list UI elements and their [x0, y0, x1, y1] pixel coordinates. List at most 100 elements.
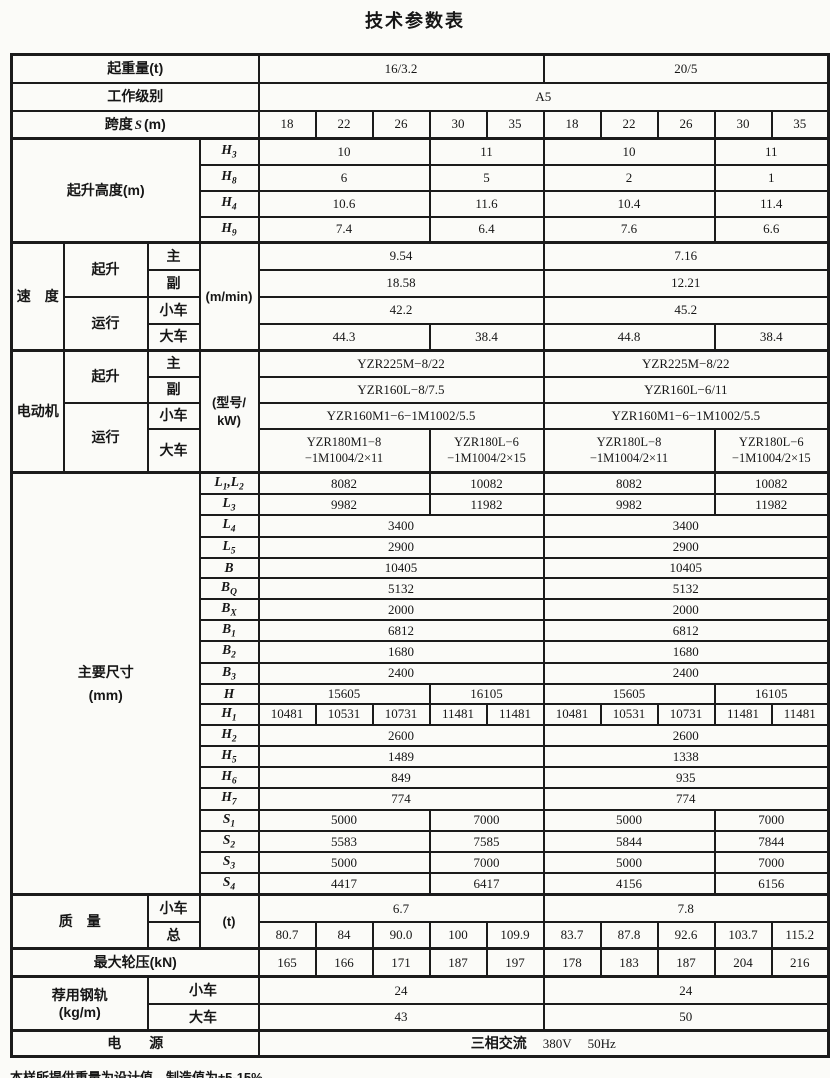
rail-value: 24 — [257, 975, 545, 1005]
motor-value: YZR180L−6 −1M1004/2×15 — [713, 427, 830, 474]
motor-model-line: −1M1004/2×11 — [304, 451, 384, 466]
lift-value: 7.4 — [257, 215, 431, 244]
dim-value: 6156 — [713, 872, 830, 896]
lift-value: 2 — [542, 163, 716, 192]
dim-value: 6417 — [428, 872, 545, 896]
mass-value: 7.8 — [542, 893, 830, 923]
dim-var-label: H6 — [198, 766, 260, 790]
dim-value: 8082 — [257, 471, 431, 496]
dim-var-label: S3 — [198, 850, 260, 875]
span-value: 18 — [542, 109, 602, 140]
dim-value: 2900 — [257, 535, 545, 559]
dim-var-label: H — [198, 682, 260, 705]
dim-var-label: B — [198, 556, 260, 579]
wheel-load-label: 最大轮压(kN) — [10, 947, 260, 978]
dim-var-label: H1 — [198, 702, 260, 726]
lift-value: 5 — [428, 163, 545, 192]
dim-value: 2000 — [257, 597, 545, 622]
motor-item-label: 大车 — [146, 427, 201, 474]
lift-var-label: H3 — [198, 137, 260, 166]
dim-value: 774 — [257, 787, 545, 811]
power-value-frequency: 50Hz — [587, 1036, 616, 1052]
page-title: 技术参数表 — [365, 11, 465, 31]
var-sub: 1 — [230, 819, 236, 830]
dim-value: 9982 — [257, 493, 431, 517]
dim-var-label: L1,L2 — [198, 471, 260, 496]
dim-value: 11982 — [428, 493, 545, 517]
dims-label: 主要尺寸 (mm) — [10, 470, 201, 896]
dim-value: 4156 — [542, 872, 716, 896]
motor-model-line: YZR180M1−8 — [306, 435, 382, 449]
dim-value: 5000 — [542, 850, 716, 875]
dim-value: 11481 — [770, 702, 830, 726]
lift-value: 7.6 — [542, 215, 716, 244]
rail-item-trolley: 小车 — [146, 975, 260, 1005]
var-base: H — [223, 685, 235, 701]
rail-label: 荐用钢轨 (kg/m) — [10, 975, 149, 1032]
speed-value: 42.2 — [257, 295, 545, 325]
lift-value: 11 — [713, 137, 830, 166]
var-base: S — [222, 810, 231, 826]
footnote: 本样所提供重量为设计值、制造值为±5-15%。 — [10, 1070, 276, 1078]
var-base: H — [221, 789, 232, 805]
dim-var-label: H5 — [198, 745, 260, 769]
motor-model-line: YZR180L−6 — [738, 435, 804, 449]
power-value: 三相交流 380V 50Hz — [257, 1029, 830, 1058]
dim-var-label: B1 — [198, 619, 260, 643]
lift-value: 11 — [428, 137, 545, 166]
dim-value: 5132 — [542, 576, 830, 600]
dim-value: 3400 — [542, 514, 830, 538]
lift-value: 10 — [542, 137, 716, 166]
var-sub: 1 — [231, 629, 236, 640]
dim-value: 5000 — [257, 850, 431, 875]
motor-value: YZR160M1−6−1M1002/5.5 — [542, 401, 830, 430]
motor-item-label: 小车 — [146, 401, 201, 430]
dim-var-label: H2 — [198, 723, 260, 748]
motor-model-line: YZR180L−8 — [596, 435, 662, 449]
dim-value: 16105 — [713, 682, 830, 705]
mass-value: 80.7 — [257, 920, 317, 950]
motor-value: YZR180M1−8 −1M1004/2×11 — [257, 427, 431, 474]
lift-value: 11.6 — [428, 189, 545, 218]
span-value: 30 — [713, 109, 773, 140]
span-value: 26 — [371, 109, 431, 140]
wheel-load-value: 197 — [485, 947, 545, 978]
var-base: H — [221, 193, 232, 209]
parameters-table: 起重量(t) 16/3.2 20/5 工作级别 A5 跨度 S (m) 18 22 … — [10, 53, 830, 1059]
motor-value: YZR180L−6 −1M1004/2×15 — [428, 427, 545, 474]
lift-value: 11.4 — [713, 189, 830, 218]
dim-var-label: H7 — [198, 787, 260, 811]
dim-value: 3400 — [257, 514, 545, 538]
power-value-voltage: 380V — [542, 1036, 572, 1052]
rail-value: 50 — [542, 1002, 830, 1032]
mass-value: 92.6 — [656, 920, 716, 950]
motor-model-line: YZR180L−6 — [454, 435, 519, 449]
motor-value: YZR160M1−6−1M1002/5.5 — [257, 401, 545, 430]
dim-var-label: L3 — [198, 493, 260, 517]
dim-value: 7000 — [428, 850, 545, 875]
lift-value: 6 — [257, 163, 431, 192]
motor-value: YZR225M−8/22 — [542, 349, 830, 378]
mass-value: 87.8 — [599, 920, 659, 950]
mass-label: 质 量 — [10, 893, 149, 950]
var-base: L — [222, 516, 231, 532]
dim-value: 6812 — [542, 619, 830, 643]
speed-value: 7.16 — [542, 241, 830, 271]
mass-item-trolley: 小车 — [146, 893, 201, 923]
dim-value: 10481 — [257, 702, 317, 726]
speed-value: 38.4 — [428, 322, 545, 352]
lift-value: 1 — [713, 163, 830, 192]
duty-class-label: 工作级别 — [10, 81, 260, 112]
var-base: H — [221, 167, 232, 183]
capacity-label: 起重量(t) — [10, 53, 260, 84]
var-sub: X — [230, 608, 237, 619]
wheel-load-value: 204 — [713, 947, 773, 978]
lift-value: 6.6 — [713, 215, 830, 244]
rail-label-line: 荐用钢轨 — [51, 987, 108, 1004]
span-value: 30 — [428, 109, 488, 140]
dim-value: 5132 — [257, 576, 545, 600]
var-sub: Q — [230, 587, 237, 598]
power-label: 电 源 — [10, 1029, 260, 1058]
var-base: B — [222, 621, 232, 637]
